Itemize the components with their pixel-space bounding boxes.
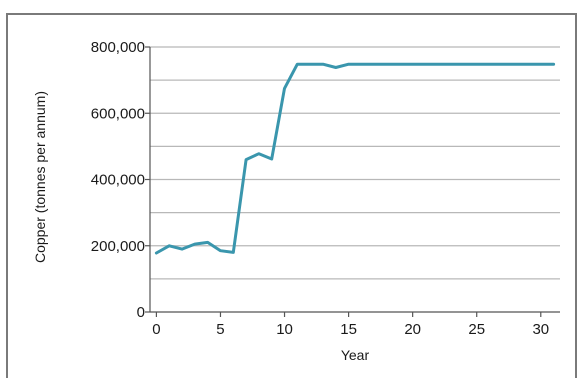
x-tick-label: 30	[532, 321, 549, 338]
y-axis-ticks: 0 200,000 400,000 600,000 800,000	[91, 39, 150, 321]
x-tick-label: 10	[276, 321, 293, 338]
y-tick-label: 400,000	[91, 172, 145, 189]
y-tick-label: 800,000	[91, 39, 145, 56]
x-axis-title: Year	[341, 347, 370, 363]
x-tick-label: 0	[152, 321, 160, 338]
y-tick-label: 600,000	[91, 105, 145, 122]
x-tick-label: 15	[340, 321, 357, 338]
y-tick-label: 0	[137, 304, 145, 321]
chart-frame	[6, 13, 577, 378]
x-tick-label: 25	[468, 321, 485, 338]
y-tick-label: 200,000	[91, 238, 145, 255]
grid-lines	[150, 46, 560, 280]
x-tick-label: 20	[404, 321, 421, 338]
series-layer	[154, 62, 556, 255]
y-axis-title: Copper (tonnes per annum)	[32, 91, 48, 263]
x-axis-ticks: 0 5 10 15 20 25 30	[152, 312, 549, 338]
series-line	[154, 62, 556, 255]
x-tick-label: 5	[216, 321, 224, 338]
